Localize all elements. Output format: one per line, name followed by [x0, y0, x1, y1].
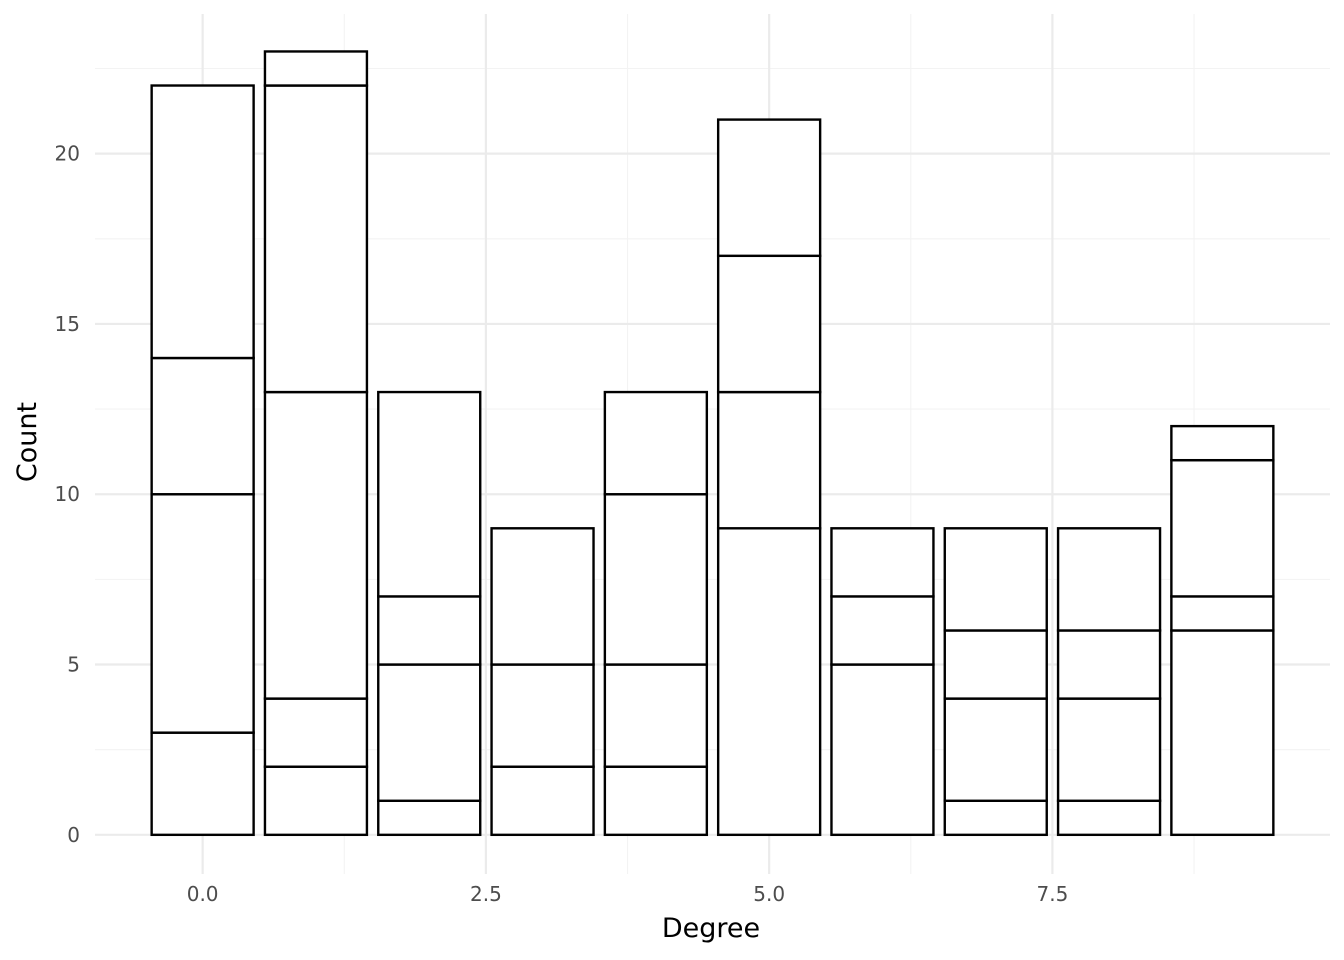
x-axis-title: Degree — [662, 913, 760, 944]
bar-segment — [377, 799, 482, 837]
bar-segment — [1056, 697, 1162, 802]
bar-segment — [150, 493, 255, 734]
bar-segment — [1056, 799, 1162, 837]
x-axis-tick-labels: 0.0 2.5 5.0 7.5 — [187, 882, 1069, 906]
bar-segment — [490, 527, 595, 666]
bar-segment — [1170, 629, 1275, 837]
bar-segment — [716, 254, 822, 394]
bar-segment — [943, 527, 1048, 632]
bar-segment — [263, 50, 369, 87]
bar-segment — [1056, 629, 1162, 700]
bar-segment — [150, 356, 255, 496]
bar-4 — [603, 390, 709, 837]
bar-3 — [490, 527, 595, 837]
bar-segment — [943, 799, 1048, 837]
bar-segment — [150, 731, 255, 837]
bar-segment — [1170, 458, 1275, 598]
bar-2 — [377, 390, 482, 837]
bar-segment — [716, 390, 822, 530]
x-tick-label: 0.0 — [187, 882, 219, 906]
bar-segment — [377, 663, 482, 802]
y-axis-title: Count — [12, 402, 43, 482]
bar-segment — [1170, 595, 1275, 632]
bar-segment — [263, 765, 369, 837]
bar-segment — [603, 390, 709, 496]
bar-segment — [716, 118, 822, 258]
bar-segment — [943, 629, 1048, 700]
y-tick-label: 5 — [67, 653, 80, 677]
bar-segment — [263, 84, 369, 394]
bar-segment — [830, 527, 935, 598]
bar-segment — [1056, 527, 1162, 632]
bar-segment — [603, 765, 709, 837]
bar-1 — [263, 50, 369, 837]
bar-segment — [603, 663, 709, 768]
bar-segment — [830, 595, 935, 666]
bar-segment — [943, 697, 1048, 802]
bar-6 — [830, 527, 935, 837]
y-axis-tick-labels: 0 5 10 15 20 — [55, 142, 80, 847]
bar-segment — [377, 595, 482, 666]
y-tick-label: 15 — [55, 312, 80, 336]
bar-8 — [1056, 527, 1162, 837]
bars — [150, 50, 1275, 837]
bar-segment — [830, 663, 935, 837]
x-tick-label: 5.0 — [753, 882, 785, 906]
bar-segment — [263, 390, 369, 700]
bar-segment — [1170, 424, 1275, 462]
bar-segment — [377, 390, 482, 598]
bar-5 — [716, 118, 822, 837]
bar-0 — [150, 84, 255, 837]
bar-segment — [603, 493, 709, 666]
bar-segment — [490, 663, 595, 768]
x-tick-label: 2.5 — [470, 882, 502, 906]
y-tick-label: 0 — [67, 823, 80, 847]
bar-segment — [490, 765, 595, 837]
bar-segment — [263, 697, 369, 768]
bar-7 — [943, 527, 1048, 837]
y-tick-label: 20 — [55, 142, 80, 166]
y-tick-label: 10 — [55, 482, 80, 506]
bar-segment — [150, 84, 255, 360]
x-tick-label: 7.5 — [1037, 882, 1069, 906]
bar-9 — [1170, 424, 1275, 837]
bar-segment — [716, 527, 822, 837]
